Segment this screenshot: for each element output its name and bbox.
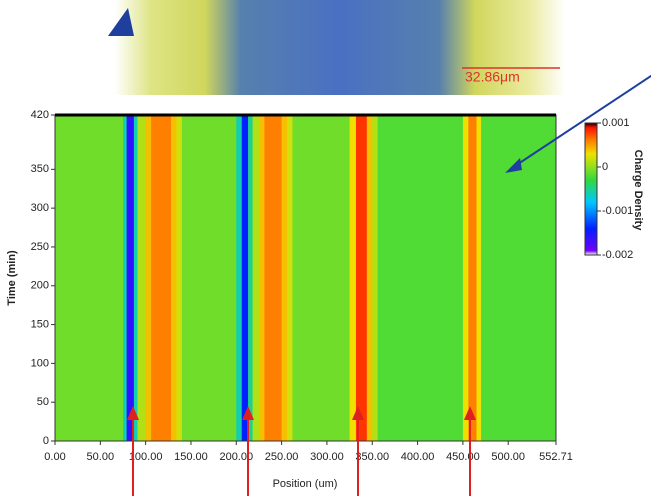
microscope-image [115, 0, 565, 95]
red-arrow-head [352, 406, 364, 420]
colorbar-tick-label: 0 [602, 161, 608, 173]
heat-column [462, 115, 469, 441]
heat-column [236, 115, 243, 441]
y-tick-label: 420 [31, 109, 49, 121]
heat-column [241, 115, 249, 441]
heat-column [126, 115, 135, 441]
heat-column [176, 115, 183, 441]
x-tick-label: 0.00 [44, 451, 65, 463]
arrow-head [108, 8, 134, 36]
heat-column [258, 115, 265, 441]
x-axis-label: Position (um) [273, 478, 338, 490]
heat-column [151, 115, 172, 441]
x-tick-label: 200.00 [219, 451, 253, 463]
y-tick-label: 50 [37, 396, 49, 408]
heat-column [349, 115, 357, 441]
heat-column [122, 115, 128, 441]
x-tick-label: 300.00 [310, 451, 344, 463]
pointer-head [505, 158, 522, 173]
x-tick-label: 150.00 [174, 451, 208, 463]
x-tick-label: 100.00 [129, 451, 163, 463]
red-arrow-head [127, 406, 139, 420]
heat-column [252, 115, 260, 441]
y-tick-label: 0 [43, 435, 49, 447]
y-tick-label: 100 [31, 357, 49, 369]
red-arrow-head [242, 406, 254, 420]
colorbar-tick-label: 0.001 [602, 117, 630, 129]
colorbar-tick-label: -0.002 [602, 249, 633, 261]
x-tick-label: 450.00 [446, 451, 480, 463]
image-label: 32.86μm [465, 69, 520, 85]
x-tick-label: 50.00 [87, 451, 115, 463]
heat-column [248, 115, 254, 441]
colorbar-label: Charge Density [632, 150, 644, 232]
x-tick-label: 250.00 [265, 451, 299, 463]
heat-column [355, 115, 368, 441]
plot: 0.00 50.00 100.00 150.00 200.00 250.00 300.00 3… [31, 109, 634, 463]
annotations [127, 74, 651, 496]
y-tick-label: 250 [31, 241, 49, 253]
x-tick-label: 350.00 [355, 451, 389, 463]
colorbar [584, 122, 598, 256]
x-tick-label: 400.00 [401, 451, 435, 463]
pointer-arrow [511, 74, 651, 169]
heat-column [377, 115, 464, 441]
heat-column [366, 115, 373, 441]
y-tick-label: 150 [31, 318, 49, 330]
heat-column [171, 115, 177, 441]
heat-column [145, 115, 152, 441]
y-tick-label: 200 [31, 280, 49, 292]
heat-column [133, 115, 138, 441]
y-tick-label: 350 [31, 163, 49, 175]
heat-column [281, 115, 288, 441]
y-axis-label: Time (min) [6, 250, 18, 306]
colorbar-tick-label: -0.001 [602, 205, 633, 217]
heat-column [468, 115, 477, 441]
x-tick-label: 500.00 [491, 451, 525, 463]
y-tick-label: 300 [31, 202, 49, 214]
red-arrow-head [464, 406, 476, 420]
heat-column [476, 115, 482, 441]
image-haze [115, 0, 565, 95]
heat-column [372, 115, 379, 441]
x-tick-label: 552.71 [539, 451, 573, 463]
heat-column [287, 115, 293, 441]
heat-column [292, 115, 350, 441]
heat-column [181, 115, 237, 441]
heat-column [55, 115, 124, 441]
heat-column [264, 115, 283, 441]
heat-column [137, 115, 147, 441]
